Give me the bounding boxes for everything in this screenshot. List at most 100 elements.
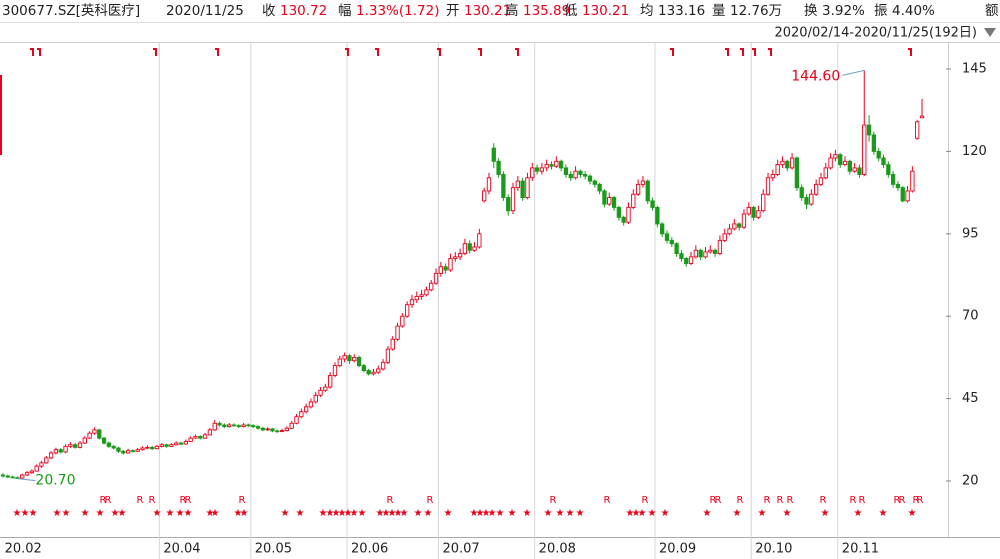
event-flag <box>725 48 729 56</box>
candle-body <box>717 239 723 255</box>
candle-body <box>587 175 593 182</box>
event-flag <box>478 48 482 56</box>
candle-body <box>828 157 833 169</box>
candle-body <box>222 424 227 428</box>
candle-body <box>429 282 434 291</box>
candle-body <box>20 474 25 479</box>
r-marker: R <box>715 495 722 506</box>
candle-body <box>563 167 569 175</box>
candle-body <box>578 170 583 175</box>
candle-body <box>491 147 496 162</box>
header-value: 12.76万 <box>730 3 782 19</box>
r-marker: R <box>239 495 246 506</box>
y-tick-label: 95 <box>962 226 979 241</box>
star-marker: ★ <box>350 508 359 519</box>
candle-body <box>10 476 15 479</box>
star-marker: ★ <box>482 508 491 519</box>
event-flag <box>670 48 674 56</box>
star-marker: ★ <box>879 508 888 519</box>
candle-body <box>568 174 573 179</box>
x-tick-label: 20.07 <box>442 542 479 557</box>
candle-body <box>77 442 83 448</box>
candle-body <box>82 437 87 444</box>
r-marker: R <box>100 495 107 506</box>
candle-body <box>770 174 775 179</box>
star-marker: ★ <box>566 508 575 519</box>
candle-body <box>631 193 636 208</box>
candle-body <box>765 177 771 195</box>
r-marker: R <box>604 495 611 506</box>
candle-body <box>150 446 155 450</box>
r-marker: R <box>180 495 187 506</box>
candle-body <box>29 470 35 474</box>
candle-body <box>645 180 650 202</box>
candle-body <box>640 180 646 185</box>
dropdown-arrow[interactable] <box>984 28 996 37</box>
candle-body <box>655 206 660 225</box>
candle-body <box>159 444 164 447</box>
max-label: 144.60 <box>791 68 840 84</box>
star-marker: ★ <box>470 508 479 519</box>
candle-body <box>101 437 107 444</box>
header-value: 1.33%(1.72) <box>356 3 439 19</box>
candle-body <box>457 253 463 258</box>
y-tick-label: 20 <box>962 473 979 488</box>
candle-body <box>482 190 487 202</box>
candle-body <box>799 187 804 199</box>
candle-body <box>376 368 381 373</box>
candle-body <box>73 444 78 448</box>
candle-body <box>145 446 150 449</box>
candle-body <box>68 444 73 447</box>
event-flag <box>30 48 34 56</box>
candle-body <box>284 427 290 432</box>
candle-body <box>597 183 602 192</box>
event-flag <box>740 48 744 56</box>
candle-body <box>583 174 588 177</box>
star-marker: ★ <box>626 508 635 519</box>
candle-body <box>525 177 530 199</box>
star-marker: ★ <box>400 508 409 519</box>
candle-body <box>294 416 299 424</box>
star-marker: ★ <box>21 508 30 519</box>
candle-body <box>794 157 800 189</box>
r-marker: R <box>737 495 744 506</box>
candle-body <box>202 434 208 439</box>
event-flag <box>215 48 219 56</box>
left-edge-marker <box>0 75 2 155</box>
candle-body <box>366 370 371 375</box>
candle-body <box>270 428 275 432</box>
candle-body <box>544 164 549 169</box>
header-value: 130.21 <box>464 3 511 19</box>
candle-body <box>486 177 492 192</box>
x-tick-label: 20.11 <box>842 542 879 557</box>
header-value: 4.40% <box>892 3 935 19</box>
star-marker: ★ <box>523 508 532 519</box>
star-marker: ★ <box>81 508 90 519</box>
header-value: 130.72 <box>280 3 327 19</box>
stock-code: 300677.SZ[英科医疗] <box>2 2 140 19</box>
star-marker: ★ <box>544 508 553 519</box>
star-marker: ★ <box>332 508 341 519</box>
star-marker: ★ <box>206 508 215 519</box>
star-marker: ★ <box>184 508 193 519</box>
date-range: 2020/02/14-2020/11/25(192日) <box>774 26 977 41</box>
candle-body <box>506 197 511 212</box>
candle-body <box>785 160 790 169</box>
candle-body <box>727 228 732 235</box>
candle-body <box>255 426 261 429</box>
candle-body <box>164 444 169 447</box>
header-label: 量 <box>712 3 726 19</box>
candle-body <box>789 157 795 169</box>
candle-body <box>890 174 896 185</box>
r-marker: R <box>917 495 924 506</box>
star-marker: ★ <box>496 508 505 519</box>
candle-body <box>279 430 285 432</box>
event-flag <box>375 48 379 56</box>
candle-body <box>650 200 655 208</box>
candle-body <box>106 442 112 447</box>
candle-body <box>347 355 352 362</box>
candle-body <box>380 361 386 370</box>
star-marker: ★ <box>326 508 335 519</box>
candle-body <box>761 193 766 212</box>
star-marker: ★ <box>632 508 641 519</box>
